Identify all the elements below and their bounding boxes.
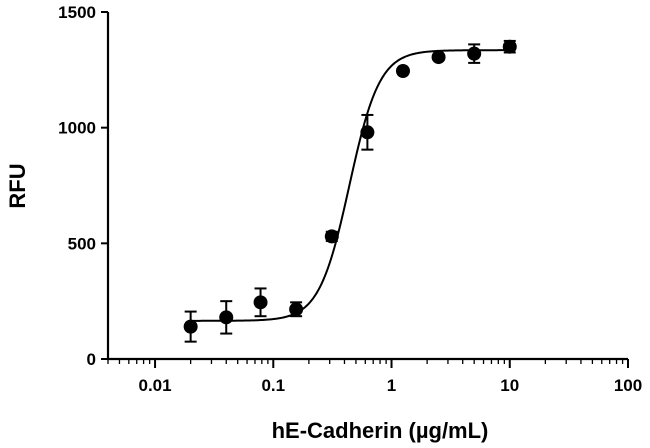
y-axis-title: RFU: [5, 163, 30, 208]
data-point-group: [253, 287, 268, 318]
y-tick-label: 1000: [58, 119, 96, 138]
x-tick-label: 0.01: [139, 376, 172, 395]
data-point-group: [502, 39, 517, 54]
x-tick-label: 0.1: [261, 376, 285, 395]
data-point-group: [360, 113, 375, 151]
data-point: [324, 229, 339, 244]
data-point-group: [395, 63, 410, 78]
data-point: [431, 50, 446, 65]
data-point: [289, 302, 304, 317]
data-point: [219, 310, 234, 325]
data-point-group: [219, 300, 234, 335]
data-points-layer: [183, 39, 517, 343]
data-point-group: [183, 310, 198, 343]
fit-curve-layer: [190, 49, 510, 322]
data-point-group: [467, 43, 482, 64]
data-point: [502, 39, 517, 54]
y-tick-label: 0: [87, 350, 96, 369]
data-point: [395, 63, 410, 78]
data-point-group: [289, 301, 304, 318]
data-point: [467, 46, 482, 61]
x-axis-title: hE-Cadherin (µg/mL): [272, 418, 489, 443]
data-point: [253, 295, 268, 310]
data-point: [183, 319, 198, 334]
data-point-group: [324, 229, 339, 244]
x-tick-label: 10: [500, 376, 519, 395]
axes: 0 500 1000 1500 0.01 0.1 1 10 100: [58, 3, 642, 395]
fit-curve: [190, 49, 510, 322]
y-tick-label: 500: [68, 234, 96, 253]
y-tick-label: 1500: [58, 3, 96, 22]
data-point: [360, 125, 375, 140]
x-tick-label: 100: [614, 376, 642, 395]
data-point-group: [431, 50, 446, 65]
x-tick-label: 1: [387, 376, 396, 395]
